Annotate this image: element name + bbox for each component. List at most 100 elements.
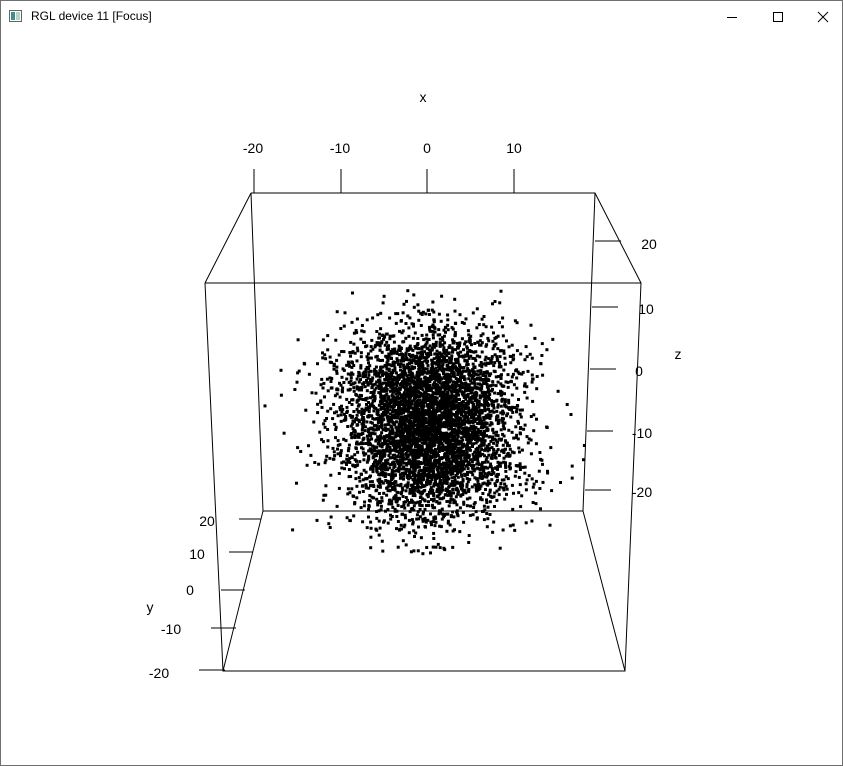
scatter-point: [512, 491, 515, 495]
scatter-point: [376, 358, 380, 362]
scatter-point: [485, 434, 488, 438]
scatter-point: [455, 403, 459, 407]
scatter-point: [411, 348, 415, 352]
scatter-point: [490, 360, 494, 364]
scatter-point: [386, 443, 390, 447]
scatter-point: [424, 409, 428, 413]
maximize-button[interactable]: [755, 1, 801, 32]
scatter-point: [395, 469, 399, 473]
scatter-point: [503, 427, 506, 431]
scatter-point: [481, 482, 485, 486]
scatter-point: [322, 493, 326, 497]
scatter-point: [442, 455, 446, 459]
scatter-point: [434, 451, 438, 455]
scatter-point: [355, 496, 359, 500]
scatter-3d-plot[interactable]: x -20 -10 0 10 z 20 10 0 -10 -20 y 20 10…: [1, 32, 842, 765]
scatter-point: [379, 327, 383, 331]
scatter-point: [529, 438, 533, 442]
scatter-point: [503, 497, 507, 501]
scatter-point: [444, 325, 448, 329]
title-bar[interactable]: RGL device 11 [Focus]: [1, 1, 842, 32]
scatter-point: [430, 489, 434, 493]
scatter-point: [326, 445, 330, 449]
scatter-point: [417, 360, 421, 364]
scatter-point: [415, 432, 419, 436]
scatter-point: [357, 388, 361, 392]
scatter-point: [379, 406, 383, 410]
scatter-point: [438, 342, 442, 346]
scatter-point: [366, 407, 370, 411]
scatter-point: [541, 462, 544, 466]
scatter-point: [426, 476, 430, 480]
scatter-point: [367, 373, 371, 377]
scatter-point: [369, 396, 372, 400]
minimize-button[interactable]: [709, 1, 755, 32]
scatter-point: [445, 348, 449, 352]
scatter-point: [324, 484, 328, 488]
scatter-point: [418, 446, 422, 450]
scatter-point: [479, 369, 483, 373]
scatter-point: [435, 483, 439, 487]
scatter-point: [475, 403, 479, 407]
scatter-point: [462, 409, 465, 413]
scatter-point: [417, 460, 420, 464]
rgl-plot-area[interactable]: x -20 -10 0 10 z 20 10 0 -10 -20 y 20 10…: [1, 32, 842, 765]
scatter-point: [417, 525, 420, 529]
scatter-point: [496, 392, 500, 396]
scatter-point: [466, 461, 470, 465]
scatter-point: [485, 525, 489, 529]
scatter-point: [475, 307, 479, 311]
scatter-point: [335, 371, 339, 375]
scatter-point: [344, 439, 348, 443]
scatter-point: [388, 451, 392, 455]
scatter-point: [431, 499, 435, 503]
scatter-point: [510, 380, 513, 384]
scatter-point: [460, 436, 464, 440]
scatter-point: [500, 437, 503, 441]
scatter-point: [418, 515, 422, 519]
scatter-point: [381, 455, 384, 459]
scatter-point: [389, 513, 392, 517]
scatter-point: [466, 352, 469, 356]
scatter-point: [381, 463, 385, 467]
scatter-point: [467, 406, 471, 410]
scatter-point: [453, 475, 457, 479]
scatter-point: [481, 390, 485, 394]
scatter-point: [445, 500, 449, 503]
scatter-point: [388, 412, 392, 416]
scatter-point: [374, 406, 378, 410]
scatter-point: [450, 346, 454, 350]
scatter-point: [385, 486, 389, 490]
scatter-point: [496, 472, 500, 476]
scatter-point: [495, 430, 499, 434]
scatter-point: [326, 389, 330, 393]
scatter-point: [459, 375, 463, 378]
scatter-point: [474, 395, 477, 399]
scatter-point: [452, 405, 456, 409]
scatter-point: [348, 351, 352, 355]
scatter-point: [326, 409, 330, 413]
scatter-point: [515, 349, 519, 353]
scatter-point: [305, 463, 309, 467]
scatter-point: [467, 534, 471, 537]
scatter-point: [540, 354, 544, 357]
scatter-point: [347, 475, 351, 479]
scatter-point: [325, 377, 329, 381]
scatter-point: [402, 461, 406, 465]
scatter-point: [494, 335, 498, 339]
scatter-point: [473, 357, 477, 361]
scatter-point: [501, 412, 505, 416]
scatter-point: [384, 465, 388, 469]
scatter-point: [464, 491, 468, 495]
scatter-point: [394, 480, 398, 484]
scatter-point: [481, 378, 485, 381]
scatter-point: [399, 347, 403, 350]
scatter-point: [452, 413, 456, 417]
scatter-point: [455, 509, 459, 513]
scatter-point: [442, 439, 446, 443]
close-button[interactable]: [800, 1, 843, 32]
scatter-point: [503, 362, 507, 366]
scatter-point: [471, 406, 475, 410]
box-edge-bottom-right: [582, 510, 626, 672]
scatter-point: [360, 428, 364, 432]
